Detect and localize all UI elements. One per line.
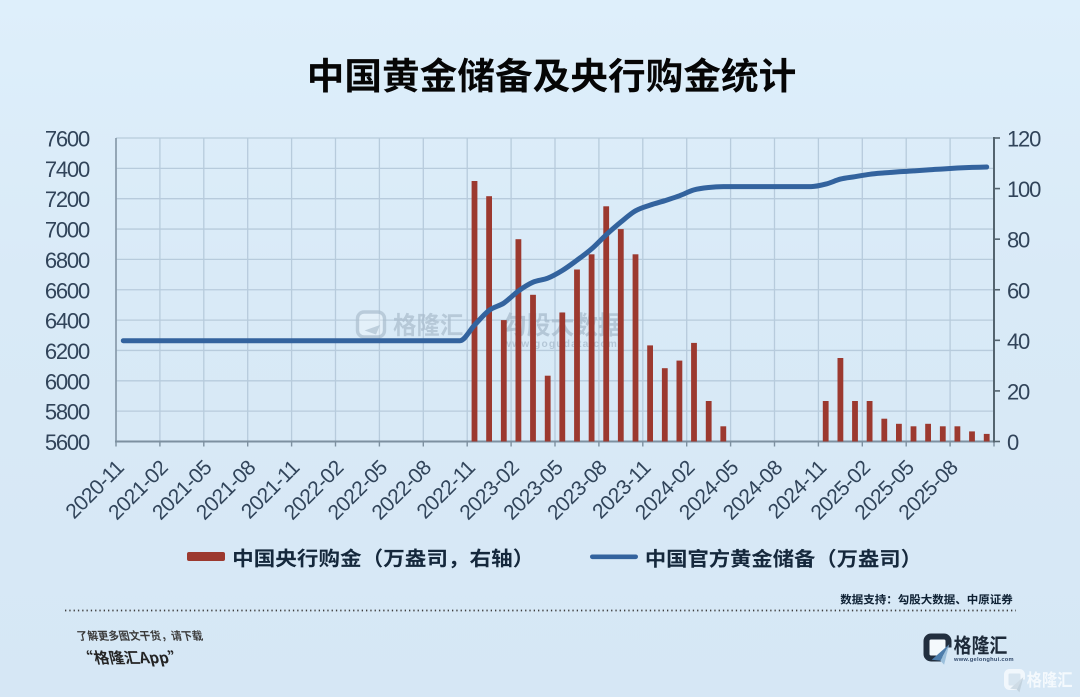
svg-text:7400: 7400 xyxy=(45,157,90,182)
svg-text:6600: 6600 xyxy=(45,278,90,303)
svg-text:0: 0 xyxy=(1007,430,1019,455)
svg-text:6400: 6400 xyxy=(45,309,90,334)
svg-text:100: 100 xyxy=(1007,177,1041,202)
svg-text:60: 60 xyxy=(1007,278,1030,303)
svg-text:6200: 6200 xyxy=(45,339,90,364)
svg-text:www.gelonghui.com: www.gelonghui.com xyxy=(953,657,1014,663)
svg-text:5800: 5800 xyxy=(45,400,90,425)
svg-text:20: 20 xyxy=(1007,379,1030,404)
svg-text:7200: 7200 xyxy=(45,187,90,212)
svg-text:40: 40 xyxy=(1007,329,1030,354)
svg-text:6800: 6800 xyxy=(45,248,90,273)
svg-text:6000: 6000 xyxy=(45,369,90,394)
svg-text:5600: 5600 xyxy=(45,430,90,455)
svg-text:7600: 7600 xyxy=(45,127,90,152)
svg-text:7000: 7000 xyxy=(45,218,90,243)
svg-text:80: 80 xyxy=(1007,228,1030,253)
svg-text:120: 120 xyxy=(1007,127,1041,152)
